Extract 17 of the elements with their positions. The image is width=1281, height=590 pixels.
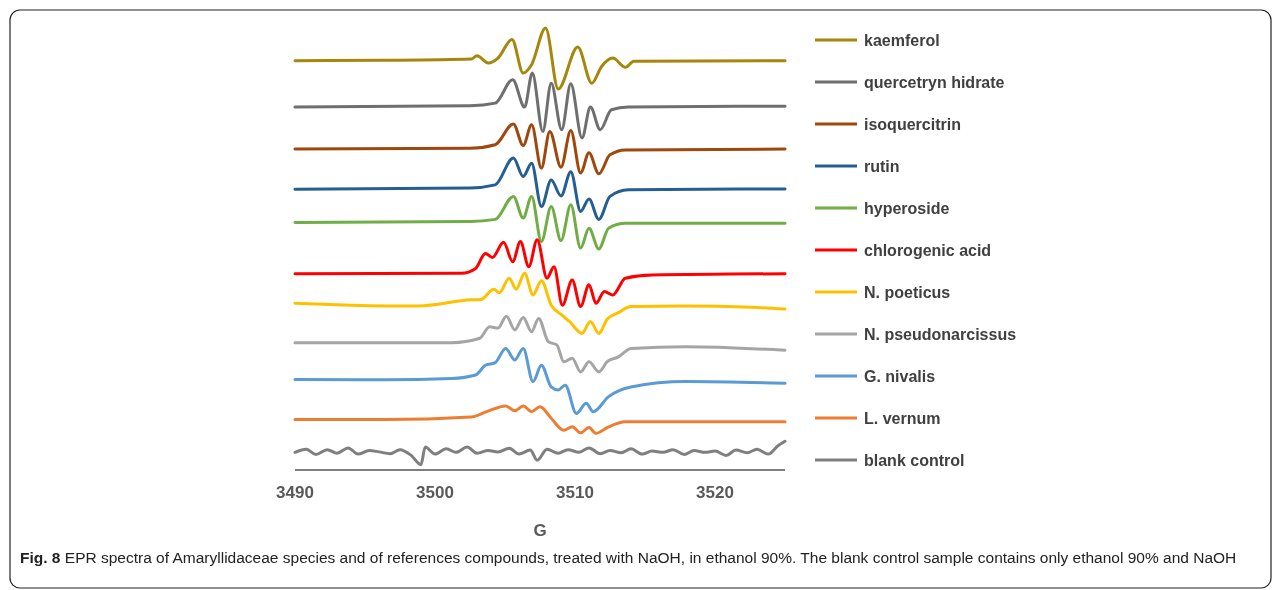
legend-label: hyperoside (864, 200, 950, 217)
legend-label: blank control (864, 452, 965, 469)
legend-label: N. poeticus (864, 284, 951, 301)
legend-label: quercetryn hidrate (864, 74, 1005, 91)
x-axis-title: G (533, 521, 547, 540)
x-tick-label: 3510 (556, 483, 594, 502)
legend-label: rutin (864, 158, 900, 175)
legend-label: L. vernum (864, 410, 941, 427)
caption: Fig. 8 EPR spectra of Amaryllidaceae species and of references compounds, treated with NaOH, in ethanol 90%. The blank control sample contains only ethanol 90% and NaOH (20, 548, 1238, 567)
legend-label: chlorogenic acid (864, 242, 992, 259)
x-tick-label: 3520 (696, 483, 734, 502)
legend-label: isoquercitrin (864, 116, 961, 133)
legend-label: N. pseudonarcissus (864, 326, 1017, 343)
legend-label: G. nivalis (864, 368, 936, 385)
x-tick-label: 3500 (416, 483, 454, 502)
legend-label: kaemferol (864, 32, 940, 49)
x-tick-label: 3490 (276, 483, 314, 502)
